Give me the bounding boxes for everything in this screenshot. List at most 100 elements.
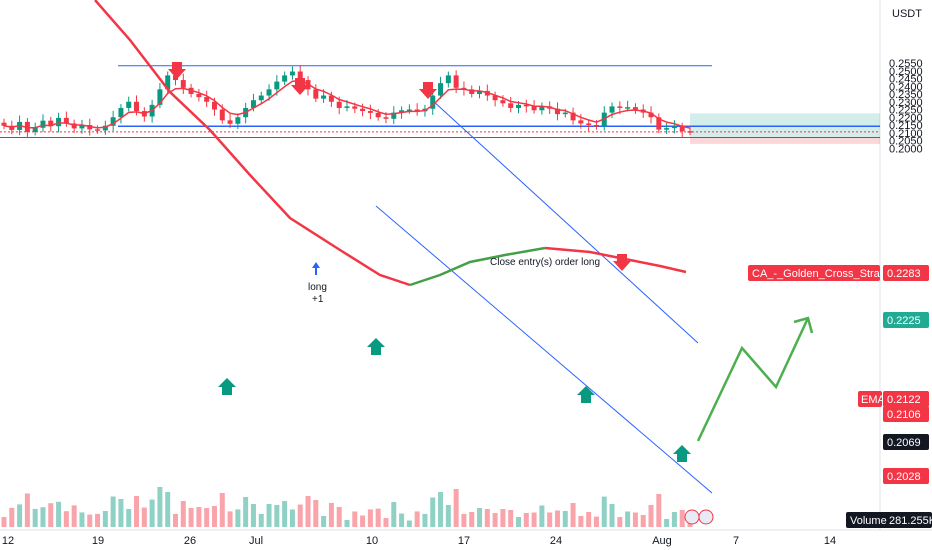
candle-body: [617, 106, 623, 108]
volume-bar: [679, 510, 685, 527]
date-tick-label: 17: [458, 535, 470, 547]
candle-body: [477, 90, 483, 94]
candle-body: [219, 109, 225, 121]
volume-bar: [79, 512, 85, 527]
date-tick-label: 19: [92, 535, 104, 547]
volume-bar: [188, 508, 194, 527]
volume-bar: [204, 508, 210, 527]
candle-body: [383, 117, 389, 119]
event-flag-icon[interactable]: [684, 509, 700, 525]
volume-bar: [149, 499, 155, 527]
sell-arrow-icon: [168, 62, 186, 79]
candle-body: [40, 120, 46, 128]
volume-bar: [632, 512, 638, 527]
candle-body: [399, 110, 405, 113]
volume-bar: [313, 500, 319, 527]
candle-body: [196, 94, 202, 98]
volume-bar: [1, 517, 7, 527]
stop-price-label: 0.2028: [887, 471, 921, 483]
loss-zone[interactable]: [690, 137, 880, 144]
candle-body: [118, 107, 124, 118]
volume-bar: [126, 509, 132, 527]
price-tick-label: 0.2200: [889, 112, 923, 124]
volume-bar: [360, 515, 366, 527]
date-tick-label: Jul: [249, 535, 263, 547]
volume-bar: [118, 499, 124, 527]
candle-body: [297, 71, 303, 81]
volume-bar: [617, 517, 623, 527]
volume-bar: [601, 496, 607, 527]
candle-body: [134, 101, 140, 112]
candle-body: [523, 104, 529, 107]
time-axis[interactable]: 12 19 26 Jul 10 17 24 Aug 7 14: [2, 535, 836, 547]
target-price-label-bg: [883, 312, 929, 328]
buy-arrow-icon: [673, 445, 691, 462]
volume-bar: [9, 507, 15, 527]
sell-arrow-icon: [419, 82, 437, 99]
date-tick-label: 10: [366, 535, 378, 547]
candle-body: [235, 117, 241, 124]
descending-channel[interactable]: [375, 99, 713, 494]
volume-bar: [102, 511, 108, 527]
candle-body: [56, 117, 62, 127]
volume-bar: [24, 493, 30, 527]
volume-bar: [173, 514, 178, 527]
buy-arrow-icon: [577, 386, 595, 403]
candle-body: [352, 106, 358, 109]
horizontal-levels[interactable]: [0, 65, 880, 139]
profit-zone[interactable]: [690, 113, 880, 138]
channel-upper-line[interactable]: [431, 99, 699, 344]
candle-body: [414, 109, 420, 112]
stop-price-label-bg: [883, 468, 929, 484]
golden-cross-ma-line: [409, 246, 546, 287]
volume-bar: [422, 513, 428, 527]
ema-name-label: EMA: [861, 394, 886, 406]
long-position-tool[interactable]: [690, 113, 880, 144]
candle-body: [289, 71, 295, 76]
volume-bar: [367, 509, 373, 527]
candle-body: [126, 101, 132, 108]
strategy-annotations: long +1 Close entry(s) order long: [308, 257, 600, 305]
date-tick-label: Aug: [652, 535, 672, 547]
date-tick-label: 7: [733, 535, 739, 547]
volume-bar: [141, 507, 147, 527]
ema-name-bg: [858, 391, 882, 407]
volume-bar: [523, 513, 529, 527]
candle-body: [406, 109, 412, 111]
date-tick-label: 26: [184, 535, 196, 547]
volume-bar: [469, 512, 475, 527]
economic-events[interactable]: [684, 509, 714, 525]
volume-bar: [648, 505, 654, 527]
volume-bar: [477, 508, 483, 527]
event-flag-icon[interactable]: [698, 509, 714, 525]
sell-arrow-icon: [613, 254, 631, 271]
projection-arrow-path[interactable]: [696, 317, 810, 442]
volume-bar: [664, 519, 670, 527]
candle-body: [671, 126, 677, 129]
candle-body: [554, 108, 560, 115]
projection-path[interactable]: [696, 316, 814, 442]
volume-bar: [687, 521, 693, 527]
candle-body: [32, 127, 38, 132]
price-axis[interactable]: USDT 0.25500.25000.24500.24000.23500.230…: [889, 8, 923, 155]
entry-price-label-bg: [883, 434, 929, 450]
candle-body: [274, 81, 280, 90]
channel-lower-line[interactable]: [375, 205, 713, 494]
ema-value-label: 0.2122: [887, 394, 921, 406]
candle-body: [79, 125, 85, 129]
volume-bar: [593, 516, 599, 527]
volume-bar: [305, 496, 311, 527]
candle-body: [531, 106, 537, 111]
price-tick-label: 0.2550: [889, 58, 923, 70]
volume-bar: [640, 515, 646, 527]
strategy-name-label: CA_-_Golden_Cross_Strat::Plot: [752, 268, 908, 280]
candle-body: [165, 75, 171, 90]
candle-body: [516, 104, 521, 108]
volume-bar: [554, 510, 560, 527]
candle-body: [438, 83, 444, 96]
volume-bar: [32, 508, 38, 527]
candle-body: [258, 95, 264, 101]
volume-bar: [321, 516, 327, 527]
volume-bar: [375, 508, 381, 527]
